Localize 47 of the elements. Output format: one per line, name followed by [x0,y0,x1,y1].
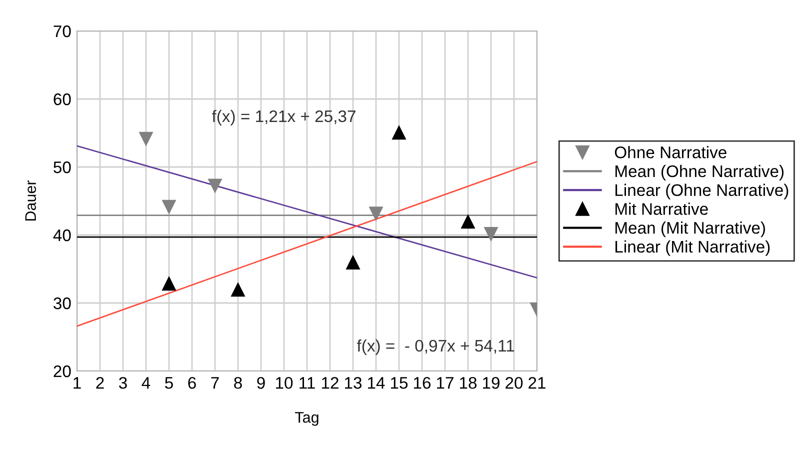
point [392,125,406,140]
point [138,132,154,146]
point [162,276,176,291]
y-tick-label: 70 [54,25,71,38]
x-tick-label: 14 [368,377,385,389]
x-tick-label: 20 [506,376,523,389]
x-axis-title: Tag [295,412,318,426]
x-tick-label: 13 [345,376,362,389]
point [460,214,476,229]
x-tick-label: 16 [414,376,431,389]
point [346,254,360,270]
x-tick-label: 12 [322,376,338,389]
x-tick-label: 10 [276,376,293,389]
x-tick-label: 15 [391,377,408,389]
legend-label: Linear (Ohne Narrative) [616,184,788,200]
point [484,227,498,242]
x-tick-label: 6 [188,376,196,389]
annotation: f(x) = - 0,97x + 54,11 [356,339,514,355]
x-tick-label: 4 [142,377,150,389]
x-tick-label: 9 [257,376,265,389]
x-tick-label: 18 [460,376,477,389]
legend-label: Ohne Narrative [614,146,726,158]
annotation: f(x) = 1,21x + 25,37 [212,110,356,126]
x-tick-label: 21 [528,376,546,389]
x-tick-label: 3 [119,376,127,389]
point [162,200,176,214]
y-tick-label: 60 [54,93,71,106]
y-tick-label: 20 [54,365,71,378]
x-tick-label: 11 [300,377,315,389]
legend-label: Mit Narrative [616,202,708,215]
y-tick-label: 50 [54,161,71,174]
legend-label: Mean (Ohne Narrative) [616,164,784,180]
x-tick-label: 19 [483,376,500,389]
x-tick-label: 1 [74,377,81,389]
y-tick-label: 40 [53,229,71,242]
legend-label: Linear (Mit Narrative) [616,240,770,256]
x-tick-label: 7 [211,377,219,389]
y-axis-title: Dauer [25,180,36,221]
x-tick-label: 8 [234,376,242,389]
legend-label: Mean (Mit Narrative) [616,222,765,238]
x-tick-label: 5 [165,377,173,389]
point [208,178,222,194]
point [368,206,384,222]
x-tick-label: 2 [96,376,104,389]
point [230,282,246,297]
y-tick-label: 30 [54,297,71,310]
x-tick-label: 17 [437,377,454,389]
